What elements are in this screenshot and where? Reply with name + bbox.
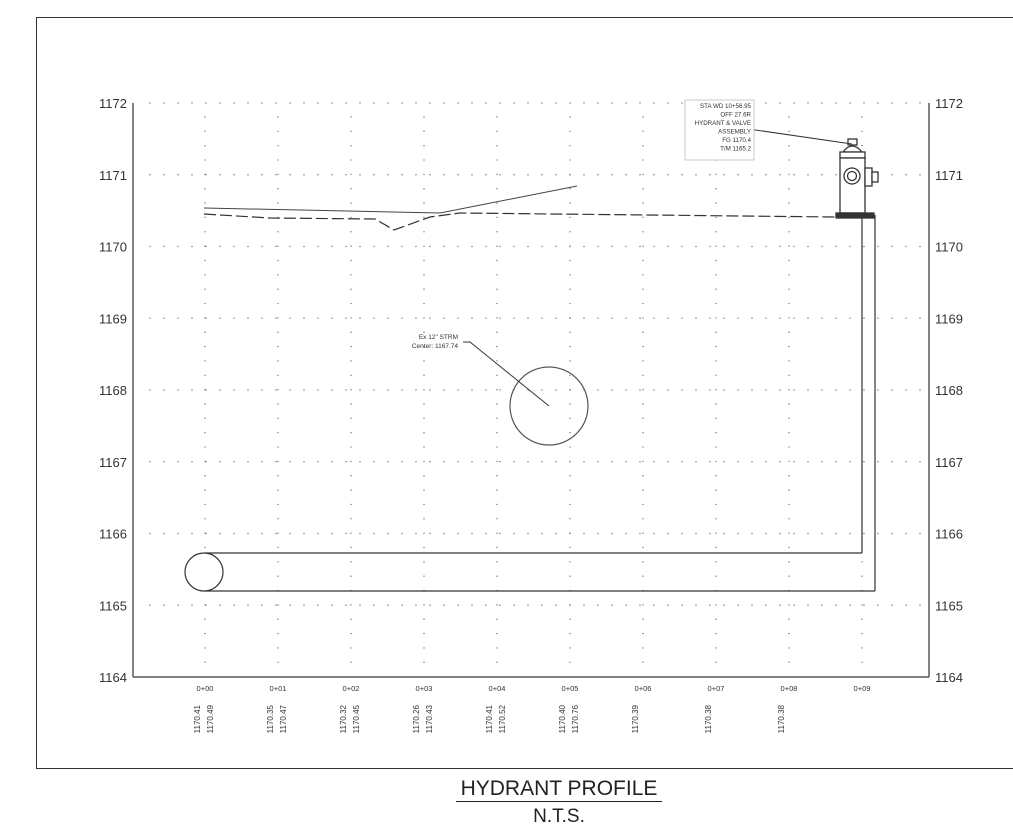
proposed-grade-label: 1170.47 (279, 704, 288, 733)
station-label: 0+03 (416, 684, 433, 693)
elevation-label-left: 1168 (99, 383, 127, 398)
existing-grade-label: 1170.40 (558, 704, 567, 733)
existing-grade-label: 1170.38 (777, 704, 786, 733)
storm-callout: Ex 12" STRM Center: 1167.74 (412, 334, 459, 350)
existing-grade-label: 1170.26 (412, 704, 421, 733)
storm-pipe-circle (509, 366, 589, 446)
existing-grade-label: 1170.32 (339, 704, 348, 733)
elevation-label-left: 1171 (99, 168, 127, 183)
hydrant-callout-line: ASSEMBLY (718, 129, 751, 136)
pipe-end-circle (184, 552, 224, 592)
elevation-label-left: 1172 (99, 96, 127, 111)
hydrant-callout-line: OFF 27.6R (720, 112, 751, 119)
hydrant-callout-line: T/M 1165.2 (720, 146, 751, 153)
elevation-label-right: 1169 (935, 311, 963, 326)
grade-labels: 1170.41 1170.35 1170.32 1170.26 1170.41 1170.… (193, 704, 786, 733)
station-label: 0+07 (708, 684, 725, 693)
drawing-title: HYDRANT PROFILE (456, 777, 662, 802)
existing-grade-label: 1170.35 (266, 704, 275, 733)
hydrant-callout-line: HYDRANT & VALVE (695, 120, 751, 127)
proposed-grade-label: 1170.49 (206, 704, 215, 733)
hydrant-callout-line: FG 1170.4 (722, 137, 751, 144)
grid-dots (149, 102, 921, 663)
station-label: 0+00 (197, 684, 214, 693)
elevation-label-right: 1171 (935, 168, 963, 183)
storm-callout-line-2: Center: 1167.74 (412, 343, 459, 350)
elevation-label-left: 1170 (99, 240, 127, 255)
existing-grade-label: 1170.41 (193, 704, 202, 733)
elevation-label-right: 1168 (935, 383, 963, 398)
elevation-label-right: 1165 (935, 598, 963, 613)
existing-grade-label: 1170.39 (631, 704, 640, 733)
elevation-label-left: 1169 (99, 311, 127, 326)
drawing-scale-note: N.T.S. (533, 806, 585, 827)
hydrant-callout-line: STA WD 10+56.95 (700, 103, 752, 110)
proposed-grade-line (203, 185, 578, 214)
elevation-label-right: 1172 (935, 96, 963, 111)
elevation-label-right: 1170 (935, 240, 963, 255)
station-label: 0+09 (854, 684, 871, 693)
elevation-label-left: 1167 (99, 455, 127, 470)
station-label: 0+06 (635, 684, 652, 693)
proposed-grade-label: 1170.76 (571, 704, 580, 733)
station-label: 0+08 (781, 684, 798, 693)
elevation-labels-right: 1172 1171 1170 1169 1168 1167 1166 1165 1164 (935, 96, 963, 685)
elevation-label-left: 1164 (99, 670, 127, 685)
proposed-grade-label: 1170.52 (498, 704, 507, 733)
proposed-grade-label: 1170.45 (352, 704, 361, 733)
station-label: 0+01 (270, 684, 287, 693)
elevation-labels-left: 1172 1171 1170 1169 1168 1167 1166 1165 1164 (99, 96, 127, 685)
station-label: 0+04 (489, 684, 506, 693)
existing-grade-label: 1170.38 (704, 704, 713, 733)
fire-hydrant-icon (835, 138, 879, 219)
existing-grade-label: 1170.41 (485, 704, 494, 733)
station-labels: 0+00 0+01 0+02 0+03 0+04 0+05 0+06 0+07 0+08 0+09 (197, 684, 871, 693)
storm-callout-line-1: Ex 12" STRM (419, 334, 458, 341)
elevation-label-right: 1167 (935, 455, 963, 470)
station-label: 0+05 (562, 684, 579, 693)
water-pipe (205, 215, 876, 592)
station-label: 0+02 (343, 684, 360, 693)
elevation-label-right: 1166 (935, 527, 963, 542)
elevation-label-right: 1164 (935, 670, 963, 685)
elevation-label-left: 1165 (99, 598, 127, 613)
existing-ground-line (203, 212, 836, 231)
elevation-label-left: 1166 (99, 527, 127, 542)
drawing-frame (36, 17, 1013, 769)
proposed-grade-label: 1170.43 (425, 704, 434, 733)
storm-leader-line (463, 341, 550, 407)
